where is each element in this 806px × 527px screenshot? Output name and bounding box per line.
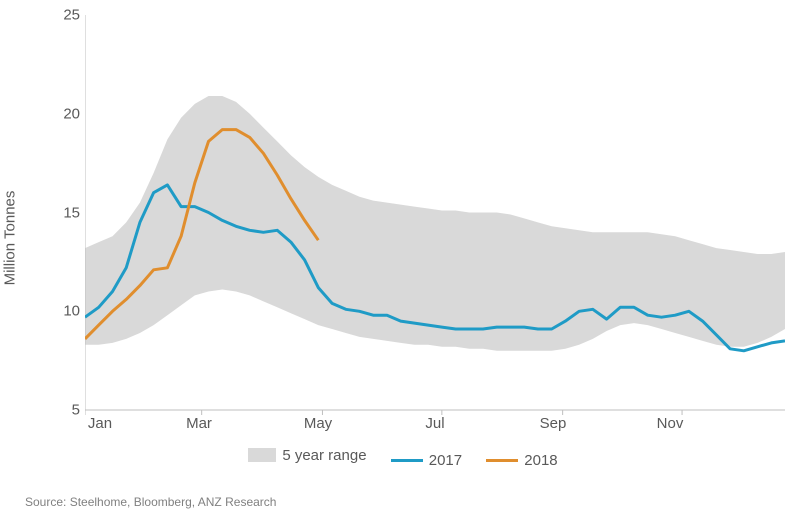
legend-item-2018: 2018 — [486, 452, 557, 469]
legend-item-range: 5 year range — [248, 447, 366, 464]
plot-area — [85, 15, 785, 410]
legend-item-2017: 2017 — [391, 452, 462, 469]
plot-svg — [85, 15, 785, 415]
legend-swatch-range — [248, 448, 276, 462]
legend: 5 year range 2017 2018 — [0, 447, 806, 470]
legend-swatch-2017 — [391, 459, 423, 462]
legend-swatch-2018 — [486, 459, 518, 462]
chart-container: Million Tonnes 25 20 15 10 5 Jan Mar May… — [20, 10, 790, 465]
y-tick-5: 5 — [72, 402, 80, 419]
x-tick-sep: Sep — [540, 415, 567, 432]
y-tick-10: 10 — [63, 303, 80, 320]
x-tick-mar: Mar — [186, 415, 212, 432]
source-text: Source: Steelhome, Bloomberg, ANZ Resear… — [25, 495, 276, 509]
y-tick-25: 25 — [63, 7, 80, 24]
x-tick-may: May — [304, 415, 332, 432]
x-tick-jan: Jan — [88, 415, 112, 432]
y-tick-20: 20 — [63, 105, 80, 122]
x-tick-jul: Jul — [425, 415, 444, 432]
legend-label-2018: 2018 — [524, 452, 557, 469]
legend-label-2017: 2017 — [429, 452, 462, 469]
y-axis-label: Million Tonnes — [2, 190, 19, 285]
x-tick-nov: Nov — [657, 415, 684, 432]
y-tick-15: 15 — [63, 204, 80, 221]
legend-label-range: 5 year range — [282, 447, 366, 464]
